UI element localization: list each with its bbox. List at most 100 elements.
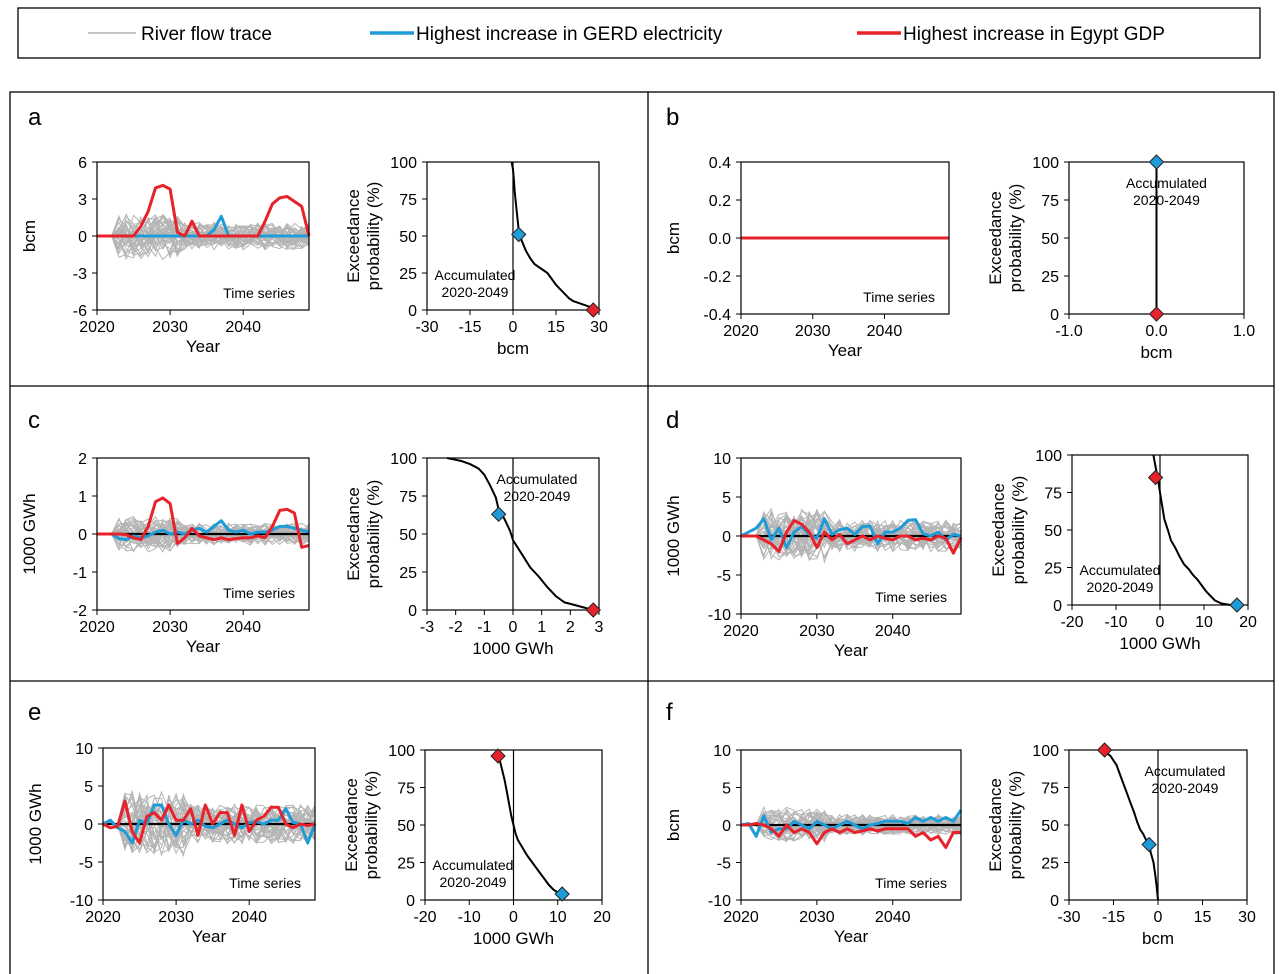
y-tick-label: 75 [399,192,417,209]
time-series-plot-f: -10 -5 0 5 10 2020 2030 2040 Year bcm Time series [664,743,963,946]
x-tick-label: 2040 [225,619,261,636]
exceedance-note-line2: 2020-2049 [1133,192,1200,208]
y-axis-title: 1000 GWh [26,783,45,864]
x-tick-label: 2020 [85,909,121,926]
y-tick-label: 0 [722,529,731,546]
egypt-gdp-series-line [97,183,311,238]
y-tick-label: 75 [1044,486,1062,503]
y-axis-title: bcm [20,220,39,252]
x-tick-label: 10 [1195,614,1213,631]
legend-box [17,7,1261,59]
x-tick-label: 2040 [875,623,911,640]
x-axis-title: Year [828,341,863,360]
y-tick-label: 0 [406,893,415,910]
y-tick-label: -1 [73,565,87,582]
exceedance-note-line1: Accumulated [1126,175,1207,191]
x-tick-label: 2040 [225,319,261,336]
river-flow-trace-line [97,221,310,259]
x-axis-title: bcm [1140,343,1172,362]
y-tick-label: -5 [79,855,93,872]
y-axis-title-line1: Exceedance [342,778,361,872]
x-axis-title: Year [834,927,869,946]
y-axis-title-line2: probability (%) [1006,184,1025,293]
x-axis-title: 1000 GWh [1119,634,1200,653]
y-tick-label: 50 [399,229,417,246]
x-tick-label: 1.0 [1233,323,1255,340]
y-tick-label: 10 [75,741,93,758]
river-flow-trace-line [103,798,316,854]
x-tick-label: 2030 [158,909,194,926]
x-axis-title: bcm [497,339,529,358]
egypt-gdp-series-line [741,518,963,555]
x-tick-label: 2030 [795,323,831,340]
exceedance-curve [510,161,595,311]
y-tick-label: 25 [1041,856,1059,873]
gerd-electricity-series-line [97,519,310,542]
y-tick-label: 0.4 [709,155,731,172]
y-tick-label: 0 [84,817,93,834]
x-tick-label: 20 [1239,614,1257,631]
x-tick-label: -15 [1102,909,1125,926]
panel-letter-d: d [666,407,679,434]
exceedance-curve [1152,454,1237,606]
y-tick-label: 5 [84,779,93,796]
gerd-electricity-series-line [102,803,317,845]
y-axis-title-line1: Exceedance [986,778,1005,872]
panel-grid-border [9,91,1275,974]
y-tick-label: 100 [1035,448,1062,465]
y-tick-label: 50 [1041,818,1059,835]
exceedance-plot-a: 0 25 50 75 100 -30 -15 0 15 30 bcm Exceedance probab… [344,155,608,358]
river-flow-trace-line [741,510,962,560]
gerd-electricity-marker [490,506,507,522]
y-tick-label: -3 [73,266,87,283]
y-axis-title-line1: Exceedance [344,189,363,283]
x-axis-title: Year [186,637,221,656]
exceedance-note-line2: 2020-2049 [440,874,507,890]
egypt-gdp-series-line [102,799,316,845]
river-flow-trace-line [97,215,310,250]
egypt-gdp-marker [585,602,601,618]
x-tick-label: 2020 [79,619,115,636]
x-axis-title: 1000 GWh [473,929,554,948]
x-tick-label: -30 [1057,909,1080,926]
exceedance-plot-c: 0 25 50 75 100 -3 -2 -1 0 1 2 3 1000 GWh Exceedance pr… [344,451,604,658]
exceedance-note-line2: 2020-2049 [1152,780,1219,796]
y-tick-label: 10 [713,743,731,760]
y-axis-title-line1: Exceedance [989,483,1008,577]
exceedance-note-line1: Accumulated [435,267,516,283]
y-tick-label: -5 [717,568,731,585]
x-axis-title: Year [192,927,227,946]
exceedance-plot-b: 0 25 50 75 100 -1.0 0.0 1.0 bcm Exceedance probabi… [986,154,1255,362]
exceedance-note-line1: Accumulated [433,857,514,873]
exceedance-plot-f: 0 25 50 75 100 -30 -15 0 15 30 bcm Exceedance probab… [986,742,1256,948]
y-tick-label: 100 [390,451,417,468]
y-tick-label: 50 [397,818,415,835]
y-tick-label: 5 [722,490,731,507]
x-tick-label: 2020 [723,323,759,340]
legend-label-gerd: Highest increase in GERD electricity [416,24,723,45]
y-tick-label: -10 [708,607,731,624]
x-tick-label: -1 [477,619,491,636]
exceedance-note-line2: 2020-2049 [442,284,509,300]
exceedance-note-line2: 2020-2049 [504,488,571,504]
y-tick-label: 75 [1041,193,1059,210]
egypt-gdp-marker [1148,306,1165,322]
exceedance-plot-e: 0 25 50 75 100 -20 -10 0 10 20 1000 GWh Exceedance p… [342,743,611,948]
y-tick-label: 0.2 [709,193,731,210]
time-series-annotation: Time series [875,589,947,605]
y-tick-label: 1 [78,489,87,506]
time-series-annotation: Time series [223,285,295,301]
x-tick-label: -10 [458,909,481,926]
y-tick-label: 2 [78,451,87,468]
legend-label-gdp: Highest increase in Egypt GDP [903,24,1165,45]
x-tick-label: -2 [449,619,463,636]
river-flow-trace-line [741,814,962,836]
exceedance-note-line2: 2020-2049 [1087,579,1154,595]
x-tick-label: -30 [415,319,438,336]
